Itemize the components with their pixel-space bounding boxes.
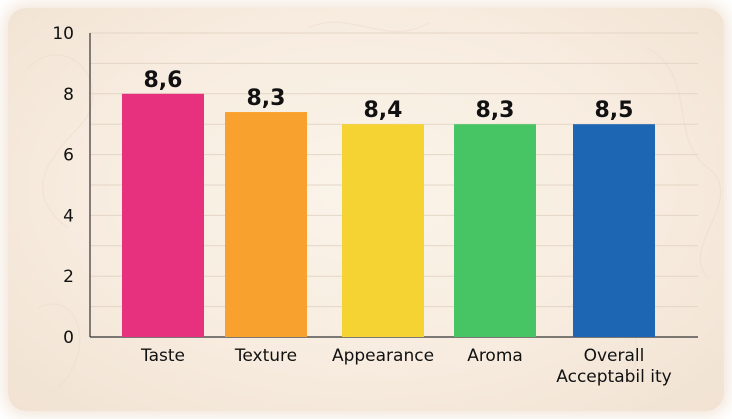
bar-chart: 0 2 4 6 8 10 8,6 Taste 8,3 Texture 8,4 Appearance 8,… (27, 21, 722, 389)
y-tick-label: 2 (63, 267, 74, 287)
y-tick-label: 6 (63, 146, 74, 166)
bar (122, 93, 204, 337)
data-label: 8,4 (364, 98, 403, 123)
labels: 0 2 4 6 8 10 8,6 Taste 8,3 Texture 8,4 Appearance 8,… (52, 24, 671, 387)
data-label: 8,5 (595, 98, 634, 123)
bar (225, 112, 307, 337)
y-tick-label: 4 (63, 206, 74, 226)
y-tick-label: 8 (63, 85, 74, 105)
bar (454, 124, 536, 337)
data-label: 8,3 (247, 86, 286, 111)
category-label: Aroma (467, 346, 523, 366)
bar (342, 124, 424, 337)
bars (122, 93, 655, 337)
data-label: 8,6 (144, 68, 183, 93)
y-tick-label: 10 (52, 24, 74, 44)
chart-frame: 0 2 4 6 8 10 8,6 Taste 8,3 Texture 8,4 Appearance 8,… (8, 8, 724, 411)
data-label: 8,3 (476, 98, 515, 123)
y-tick-label: 0 (63, 328, 74, 348)
bar (573, 124, 655, 337)
category-label: Acceptabil ity (556, 367, 671, 387)
category-label: Appearance (332, 346, 434, 366)
category-label: Texture (234, 346, 297, 366)
category-label: Taste (140, 346, 185, 366)
category-label: Overall (584, 346, 645, 366)
